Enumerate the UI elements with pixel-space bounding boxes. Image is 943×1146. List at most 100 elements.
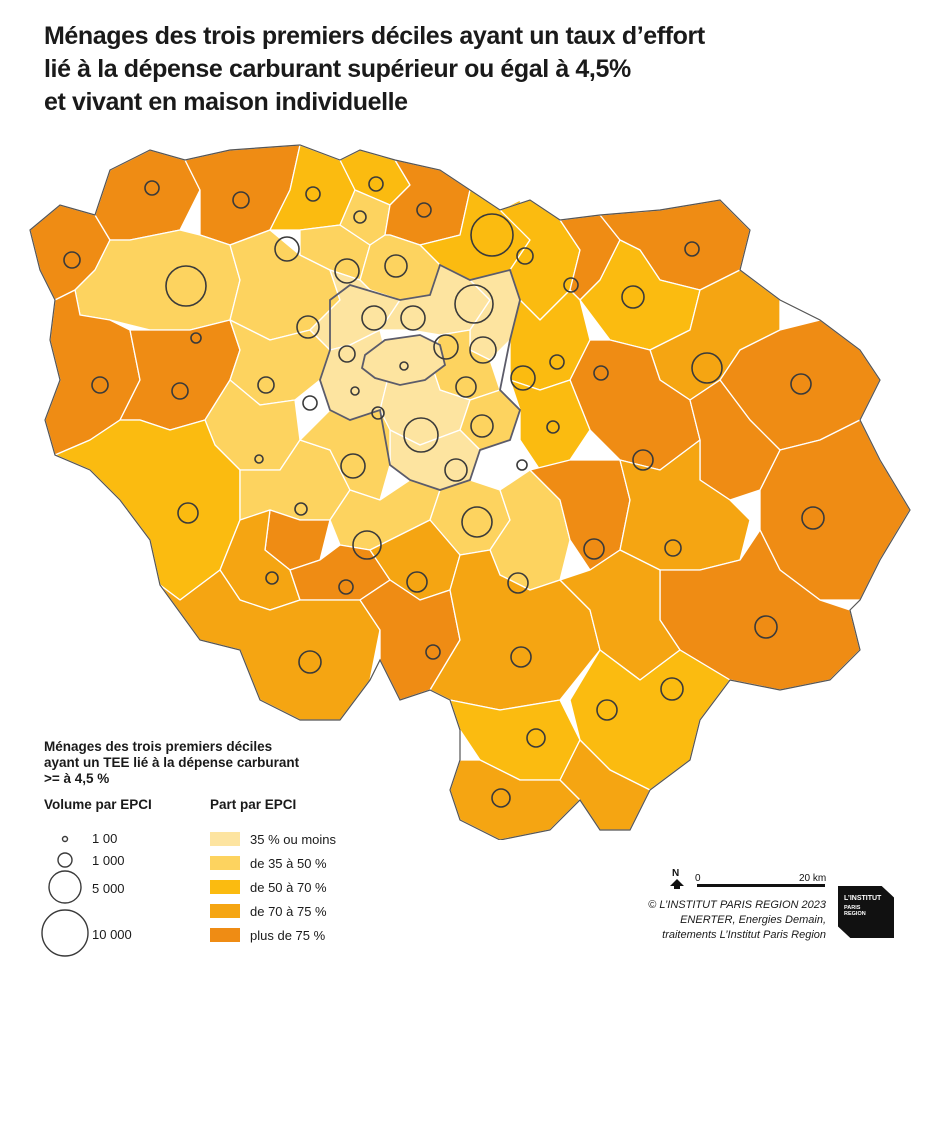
swatch-35-or-less: [210, 832, 240, 846]
epci-circle: [352, 530, 382, 560]
epci-circle: [399, 361, 409, 371]
epci-circle: [294, 502, 308, 516]
epci-circle: [563, 277, 579, 293]
epci-circle: [340, 453, 366, 479]
epci-circle: [177, 502, 199, 524]
epci-circle: [455, 376, 477, 398]
region-sm-c3: [619, 439, 751, 571]
volume-label-100: 1 00: [92, 831, 118, 846]
epci-circle: [232, 191, 250, 209]
epci-circle: [165, 265, 207, 307]
share-label: 35 % ou moins: [250, 831, 336, 847]
region-yvelines-center: [229, 319, 331, 406]
logo-line-1: L’INSTITUT: [844, 895, 882, 902]
swatch-35-50: [210, 856, 240, 870]
legend-circle-5000: [48, 870, 82, 904]
legend-title-line-3: >= à 4,5 %: [44, 771, 110, 786]
epci-circle: [684, 241, 700, 257]
scale-bar: N 0 20 km: [670, 868, 826, 889]
legend-circle-1000: [57, 852, 73, 868]
epci-circle: [516, 459, 528, 471]
epci-circle: [338, 579, 354, 595]
epci-circle: [368, 176, 384, 192]
epci-circle: [470, 414, 494, 438]
scale-start: 0: [695, 873, 701, 884]
swatch-50-70: [210, 880, 240, 894]
epci-circle: [353, 210, 367, 224]
share-legend-item: 35 % ou moins: [210, 831, 336, 847]
scale-line: [697, 884, 825, 887]
legend-title: Ménages des trois premiers déciles ayant…: [44, 739, 344, 787]
petite-couronne-outline: [319, 263, 522, 491]
paris-outline: [360, 334, 447, 386]
epci-circle: [664, 539, 682, 557]
epci-circle: [660, 677, 684, 701]
share-label: de 35 à 50 %: [250, 855, 327, 871]
credits: © L’INSTITUT PARIS REGION 2023 ENERTER, …: [640, 898, 826, 943]
title-line-3: et vivant en maison individuelle: [44, 88, 408, 116]
volume-label-5000: 5 000: [92, 881, 125, 896]
epci-circle: [296, 315, 320, 339]
epci-circle: [302, 395, 318, 411]
share-legend-item: plus de 75 %: [210, 927, 325, 943]
epci-circle: [546, 420, 560, 434]
epci-circle: [265, 571, 279, 585]
share-label: plus de 75 %: [250, 927, 326, 943]
share-legend-title: Part par EPCI: [210, 797, 297, 812]
epci-circle: [406, 571, 428, 593]
epci-circle: [444, 458, 468, 482]
title-line-1: Ménages des trois premiers déciles ayant…: [44, 22, 705, 50]
epci-circle: [298, 650, 322, 674]
region-outline: [29, 144, 911, 840]
ile-de-france-map: [29, 144, 911, 840]
epci-circle: [583, 538, 605, 560]
scale-end: 20 km: [799, 873, 826, 884]
epci-circle: [801, 506, 825, 530]
region-vexin-north: [94, 149, 201, 241]
epci-circle: [510, 646, 532, 668]
share-legend-item: de 50 à 70 %: [210, 879, 327, 895]
volume-legend-title: Volume par EPCI: [44, 797, 152, 812]
epci-circle: [305, 186, 321, 202]
epci-circle: [454, 284, 494, 324]
epci-circle: [384, 254, 408, 278]
epci-circle: [491, 788, 511, 808]
epci-circle: [361, 305, 387, 331]
epci-circle: [754, 615, 778, 639]
epci-circle: [144, 180, 160, 196]
epci-circle: [254, 454, 264, 464]
epci-circle: [371, 406, 385, 420]
epci-circle: [593, 365, 609, 381]
epci-circle: [416, 202, 432, 218]
epci-circle: [257, 376, 275, 394]
legend-circle-10000: [41, 909, 89, 957]
epci-circle: [510, 365, 536, 391]
institut-paris-region-logo: L’INSTITUT PARIS REGION: [838, 886, 894, 938]
epci-circle: [621, 285, 645, 309]
logo-line-3: REGION: [844, 911, 866, 917]
epci-circle: [596, 699, 618, 721]
epci-circle: [516, 247, 534, 265]
epci-circle: [171, 382, 189, 400]
credits-line-2: ENERTER, Energies Demain,: [680, 914, 826, 926]
epci-circle: [350, 386, 360, 396]
volume-label-1000: 1 000: [92, 853, 125, 868]
north-arrow-icon: [670, 879, 684, 889]
epci-circle: [549, 354, 565, 370]
epci-circle: [526, 728, 546, 748]
north-arrow-label: N: [672, 868, 679, 879]
logo-line-2: PARIS: [844, 905, 861, 911]
epci-circle: [91, 376, 109, 394]
share-legend-item: de 70 à 75 %: [210, 903, 327, 919]
map-title: Ménages des trois premiers déciles ayant…: [44, 20, 744, 119]
volume-legend-circles: [41, 835, 89, 957]
epci-circle: [274, 236, 300, 262]
epci-circle: [433, 334, 459, 360]
epci-circle: [400, 305, 426, 331]
epci-circle: [338, 345, 356, 363]
epci-circle: [469, 336, 497, 364]
legend-circle-100: [61, 835, 69, 843]
legend-title-line-2: ayant un TEE lié à la dépense carburant: [44, 755, 300, 770]
epci-circle: [425, 644, 441, 660]
epci-circle: [790, 373, 812, 395]
